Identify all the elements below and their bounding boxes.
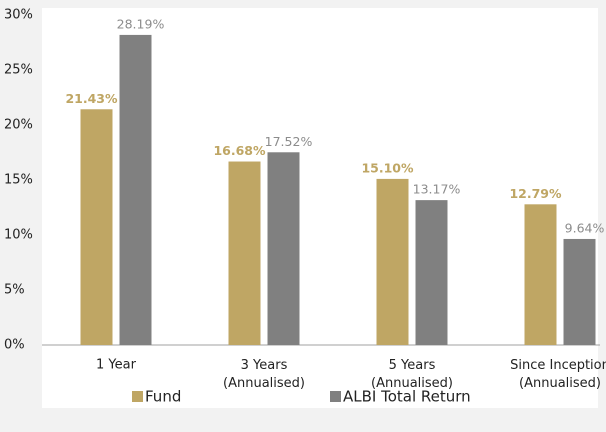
value-label: 12.79% (509, 186, 562, 201)
y-tick-label: 25% (4, 63, 33, 78)
y-tick-label: 5% (4, 283, 25, 298)
bar (524, 204, 557, 345)
bar (119, 34, 152, 345)
x-tick-label: 1 Year (96, 358, 137, 373)
value-label: 21.43% (65, 91, 118, 106)
y-tick-label: 15% (4, 173, 33, 188)
legend-label: ALBI Total Return (343, 388, 471, 406)
x-tick-label: Since Inception (Annualised) (510, 358, 606, 391)
bar (80, 109, 113, 346)
bar (415, 200, 448, 345)
legend-label: Fund (145, 388, 181, 406)
bar (228, 161, 261, 345)
value-label: 9.64% (565, 220, 605, 235)
bar (563, 238, 596, 345)
value-label: 13.17% (413, 182, 461, 197)
y-tick-label: 20% (4, 118, 33, 133)
y-tick-label: 30% (4, 8, 33, 23)
value-label: 15.10% (361, 160, 414, 175)
legend-swatch (132, 391, 143, 402)
bar (267, 152, 300, 345)
bar (376, 178, 409, 345)
y-tick-label: 10% (4, 228, 33, 243)
x-tick-label: 5 Years (Annualised) (371, 358, 453, 391)
x-tick-label: 3 Years (Annualised) (223, 358, 305, 391)
legend-swatch (330, 391, 341, 402)
y-tick-label: 0% (4, 338, 25, 353)
value-label: 17.52% (265, 134, 313, 149)
value-label: 16.68% (213, 143, 266, 158)
value-label: 28.19% (117, 16, 165, 31)
